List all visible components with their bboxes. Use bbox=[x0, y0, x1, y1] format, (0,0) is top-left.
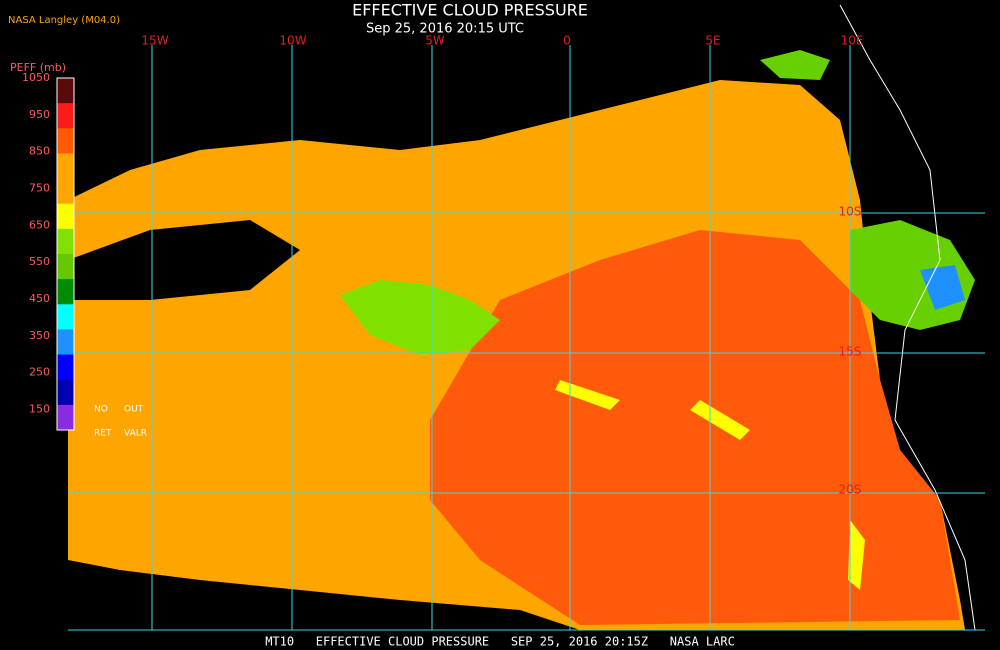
colorbar-tick-label: 450 bbox=[29, 292, 50, 305]
source: NASA Langley (M04.0) bbox=[8, 15, 120, 26]
colorbar-segment bbox=[57, 354, 74, 381]
lon-label: 15W bbox=[141, 34, 168, 48]
colorbar-segment bbox=[57, 78, 74, 104]
colorbar-segment bbox=[57, 254, 74, 280]
legend-note: VALR bbox=[124, 429, 147, 439]
cloud-orangered bbox=[430, 230, 960, 625]
legend-note: RET bbox=[94, 429, 112, 439]
lon-label: 0 bbox=[563, 34, 571, 48]
lat-label: 15S bbox=[839, 345, 862, 359]
colorbar-segment bbox=[57, 304, 74, 330]
colorbar-tick-label: 650 bbox=[29, 218, 50, 231]
cloud-blue bbox=[920, 265, 965, 310]
legend-note: NO bbox=[94, 405, 108, 415]
colorbar-label: PEFF (mb) bbox=[10, 61, 66, 74]
lon-label: 5W bbox=[425, 34, 445, 48]
lon-label: 5E bbox=[705, 34, 720, 48]
lon-label: 10E bbox=[841, 34, 864, 48]
colorbar-tick-label: 1050 bbox=[22, 71, 50, 84]
graticule bbox=[68, 45, 985, 631]
colorbar-tick-label: 350 bbox=[29, 329, 50, 342]
colorbar-segment bbox=[57, 203, 74, 230]
colorbar-tick-label: 950 bbox=[29, 108, 50, 121]
colorbar-segment bbox=[57, 128, 74, 154]
colorbar-segment bbox=[57, 279, 74, 305]
colorbar-frame bbox=[56, 77, 75, 431]
colorbar-segment bbox=[57, 228, 74, 255]
legend-note: OUT bbox=[124, 405, 144, 415]
lat-label: 20S bbox=[839, 483, 862, 497]
coastline bbox=[839, 4, 976, 631]
colorbar-segment bbox=[57, 178, 74, 205]
clear-gap bbox=[68, 220, 300, 300]
lat-label: 10S bbox=[839, 205, 862, 219]
lon-label: 10W bbox=[279, 34, 306, 48]
colorbar-segment bbox=[57, 379, 74, 406]
colorbar-tick-label: 550 bbox=[29, 255, 50, 268]
colorbar-tick-label: 150 bbox=[29, 403, 50, 416]
footer: MT10 EFFECTIVE CLOUD PRESSURE SEP 25, 20… bbox=[265, 635, 735, 649]
cloud-green bbox=[340, 280, 500, 355]
colorbar-segment bbox=[57, 153, 74, 180]
colorbar-segment bbox=[57, 404, 74, 431]
colorbar-tick-label: 750 bbox=[29, 182, 50, 195]
title: EFFECTIVE CLOUD PRESSURE bbox=[352, 1, 588, 20]
colorbar-segment bbox=[57, 103, 74, 129]
colorbar-tick-label: 250 bbox=[29, 366, 50, 379]
colorbar-segment bbox=[57, 329, 74, 356]
cloud-green-north bbox=[760, 50, 830, 80]
subtitle: Sep 25, 2016 20:15 UTC bbox=[366, 22, 524, 37]
colorbar-tick-label: 850 bbox=[29, 145, 50, 158]
